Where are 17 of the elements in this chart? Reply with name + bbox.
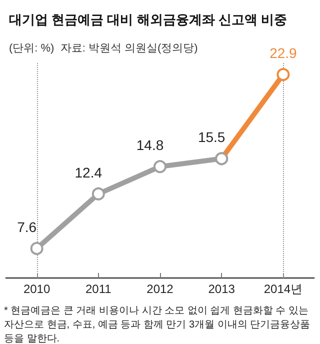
x-tick-label: 2013 — [208, 282, 236, 296]
text: * 현금예금은 큰 거래 비용이나 시간 소모 없이 쉽게 현금화할 수 있는 자산으로 현금, 수표, 예금 등과 함께 만기 3개월 이내의 단기금융상품 등을 말한다. — [4, 306, 313, 344]
point — [92, 187, 105, 200]
chart-title: 대기업 현금예금 대비 해외금융계좌 신고액 비중 — [9, 12, 288, 27]
point — [154, 160, 166, 174]
point — [276, 68, 290, 81]
point — [30, 242, 44, 255]
data-label: 15.5 — [198, 129, 226, 146]
x-tick-label: 2014년 — [264, 282, 303, 296]
x-tick-label: 2012 — [146, 282, 174, 296]
x-tick-label: 2011 — [85, 282, 112, 296]
data-label: 7.6 — [17, 218, 37, 235]
data-label: 22.9 — [270, 45, 298, 62]
x-tick-label: 2010 — [23, 282, 50, 296]
data-label: 12.4 — [74, 164, 102, 180]
data-label: 14.8 — [136, 137, 164, 154]
chart-subtitle: (단위: %) 자료: 박원석 의원실(정의당) — [9, 42, 198, 54]
